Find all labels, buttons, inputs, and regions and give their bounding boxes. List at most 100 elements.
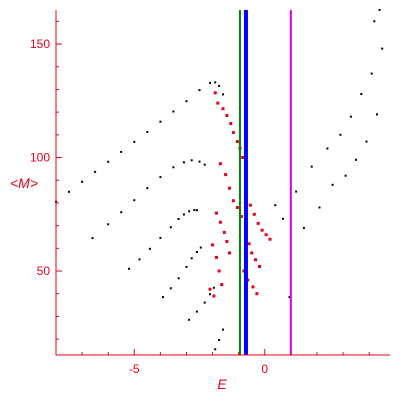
data-point xyxy=(376,113,378,116)
data-point xyxy=(247,242,251,246)
data-point xyxy=(241,156,245,159)
data-point xyxy=(195,209,198,212)
data-point xyxy=(216,101,220,105)
data-point xyxy=(199,246,202,249)
data-point xyxy=(159,120,162,123)
data-point xyxy=(254,258,258,262)
data-point xyxy=(242,269,246,273)
data-point xyxy=(190,257,193,260)
data-point xyxy=(68,190,70,193)
data-point xyxy=(146,187,149,190)
data-point xyxy=(349,115,352,118)
data-point xyxy=(185,100,188,103)
data-point xyxy=(209,293,211,296)
data-point xyxy=(159,236,162,239)
data-point xyxy=(344,174,347,177)
data-point xyxy=(203,301,206,304)
y-tick-label: 50 xyxy=(37,264,51,278)
data-point xyxy=(208,287,212,291)
data-point xyxy=(231,131,235,135)
data-point xyxy=(224,173,228,177)
data-point xyxy=(214,81,217,84)
data-point xyxy=(220,283,224,287)
data-point xyxy=(370,72,373,75)
data-point xyxy=(148,247,151,250)
data-point xyxy=(222,230,226,234)
data-point xyxy=(360,93,363,95)
axes: -5 0 50 100 150 xyxy=(30,10,390,376)
y-tick-label: 100 xyxy=(30,151,50,165)
data-point xyxy=(378,9,381,11)
data-point xyxy=(159,176,162,179)
data-point xyxy=(213,91,217,95)
data-point xyxy=(339,133,342,136)
data-point xyxy=(225,240,229,243)
data-point xyxy=(228,186,231,190)
data-point xyxy=(133,199,136,202)
data-point xyxy=(218,85,221,87)
data-point xyxy=(264,233,268,237)
data-point xyxy=(326,147,329,150)
data-point xyxy=(235,206,239,209)
data-point xyxy=(198,160,201,163)
data-point xyxy=(221,107,225,111)
data-point xyxy=(302,226,305,229)
data-point xyxy=(162,296,164,299)
data-point xyxy=(107,223,110,226)
data-point xyxy=(138,258,141,261)
x-axis-title: E xyxy=(217,376,227,392)
data-point xyxy=(218,162,222,166)
data-point xyxy=(91,237,94,240)
data-point xyxy=(218,220,222,224)
data-point xyxy=(239,215,243,218)
data-point xyxy=(172,166,175,169)
data-point xyxy=(295,190,298,193)
data-point xyxy=(212,286,215,289)
data-point xyxy=(268,237,272,241)
data-point xyxy=(310,165,313,168)
data-point xyxy=(120,150,123,153)
data-point xyxy=(274,204,277,207)
data-point xyxy=(195,310,198,313)
data-point xyxy=(255,292,259,296)
y-tick-label: 150 xyxy=(30,37,50,51)
data-point xyxy=(212,294,216,298)
data-point xyxy=(120,211,123,214)
data-point xyxy=(248,203,252,207)
data-point xyxy=(331,183,334,186)
chart-marks xyxy=(55,9,384,351)
data-point xyxy=(182,213,185,216)
data-point xyxy=(195,251,198,253)
data-point xyxy=(81,180,84,183)
data-point xyxy=(169,287,172,290)
data-point xyxy=(252,212,256,216)
data-point xyxy=(215,255,218,259)
data-point xyxy=(373,20,376,23)
data-point xyxy=(177,277,180,280)
data-point xyxy=(128,267,131,270)
data-point xyxy=(365,140,368,143)
x-tick-label: 0 xyxy=(261,362,268,376)
data-point xyxy=(228,251,231,255)
data-point xyxy=(229,122,233,125)
data-point xyxy=(203,163,206,166)
data-point xyxy=(225,114,229,117)
data-point xyxy=(146,130,149,133)
data-point xyxy=(355,158,358,161)
data-point xyxy=(282,217,284,220)
reference-lines xyxy=(238,10,292,355)
data-point xyxy=(188,318,191,321)
x-tick-label: -5 xyxy=(129,362,140,376)
data-point xyxy=(260,228,264,232)
data-point xyxy=(318,206,321,209)
data-point xyxy=(222,93,224,96)
y-axis-title: <M> xyxy=(10,175,38,191)
data-point xyxy=(94,170,97,173)
data-point xyxy=(256,221,260,225)
data-point xyxy=(172,110,175,113)
data-point xyxy=(209,81,211,84)
data-point xyxy=(133,140,136,143)
data-point xyxy=(381,47,384,50)
